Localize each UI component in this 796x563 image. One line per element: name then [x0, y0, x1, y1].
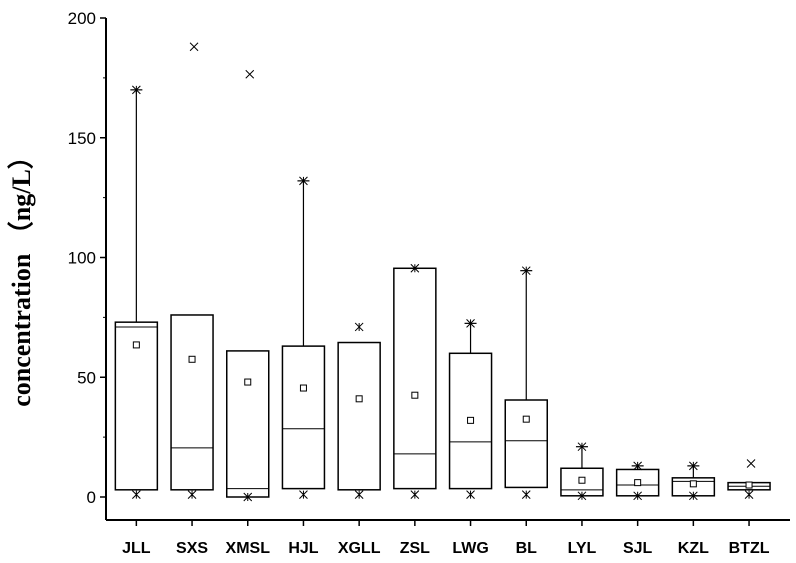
boxes-layer: [114, 42, 771, 502]
mean-marker: [299, 384, 307, 392]
mean-marker: [745, 481, 753, 489]
min-marker: [131, 490, 141, 499]
outlier-marker: [245, 69, 255, 79]
min-marker: [633, 491, 643, 501]
box-iqr: [504, 399, 548, 489]
mean-marker: [689, 480, 697, 488]
box-sjl: [615, 461, 660, 501]
max-marker: [354, 322, 364, 332]
box-iqr: [393, 267, 437, 490]
y-tick-label: 200: [68, 9, 96, 28]
max-marker: [466, 319, 475, 328]
box-jll: [114, 85, 159, 499]
box-zsl: [393, 263, 437, 499]
mean-marker: [522, 415, 530, 423]
mean-marker: [578, 476, 586, 484]
mean-marker: [467, 416, 475, 424]
x-axis-labels: JLL SXS XMSL HJL XGLL ZSL LWG BL LYL SJL KZL BTZL: [122, 520, 770, 557]
max-marker: [577, 442, 587, 452]
box-xgll: [337, 322, 381, 499]
box-iqr: [337, 341, 381, 491]
box-lyl: [560, 442, 604, 501]
y-tick-label: 100: [68, 249, 96, 268]
max-marker: [299, 176, 308, 186]
box-lwg: [448, 319, 493, 499]
box-iqr: [114, 321, 159, 491]
min-marker: [243, 492, 253, 502]
x-tick-label: HJL: [288, 540, 318, 557]
x-tick-label: LYL: [568, 540, 597, 557]
mean-marker: [411, 391, 419, 399]
max-marker: [688, 461, 698, 471]
min-marker: [744, 490, 754, 499]
x-tick-label: ZSL: [400, 540, 430, 557]
x-tick-label: BTZL: [729, 540, 770, 557]
y-axis-title: concentration （ng/L）: [7, 143, 36, 407]
mean-marker: [634, 479, 642, 487]
box-hjl: [281, 176, 326, 499]
y-tick-label: 150: [68, 129, 96, 148]
box-iqr: [448, 352, 493, 490]
x-tick-label: SJL: [623, 540, 653, 557]
min-marker: [466, 490, 475, 499]
max-marker: [633, 461, 643, 471]
min-marker: [410, 490, 420, 499]
x-tick-label: BL: [516, 540, 538, 557]
box-xmsl: [226, 69, 270, 502]
mean-marker: [355, 395, 363, 403]
x-tick-label: SXS: [176, 540, 208, 557]
min-marker: [354, 490, 364, 499]
box-btzl: [727, 459, 771, 499]
box-kzl: [671, 461, 716, 501]
mean-marker: [244, 378, 252, 386]
axes: [105, 18, 790, 521]
min-marker: [299, 490, 308, 499]
outlier-marker: [746, 459, 756, 468]
max-marker: [410, 263, 420, 273]
mean-marker: [188, 355, 196, 363]
box-iqr: [226, 350, 270, 498]
x-tick-label: XMSL: [226, 540, 271, 557]
box-sxs: [170, 42, 214, 499]
y-tick-label: 50: [77, 368, 96, 387]
box-iqr: [281, 345, 326, 490]
outlier-marker: [189, 42, 199, 52]
box-bl: [504, 266, 548, 499]
min-marker: [187, 490, 197, 499]
x-tick-label: XGLL: [338, 540, 381, 557]
mean-marker: [132, 341, 140, 349]
min-marker: [688, 491, 698, 501]
y-tick-label: 0: [87, 488, 96, 507]
box-iqr: [170, 314, 214, 491]
x-tick-label: LWG: [452, 540, 488, 557]
y-axis-ticks: 0 50 100 150 200: [68, 9, 106, 507]
max-marker: [521, 266, 531, 276]
max-marker: [131, 85, 141, 95]
min-marker: [521, 490, 531, 499]
x-tick-label: JLL: [122, 540, 151, 557]
min-marker: [577, 491, 587, 501]
x-tick-label: KZL: [678, 540, 709, 557]
